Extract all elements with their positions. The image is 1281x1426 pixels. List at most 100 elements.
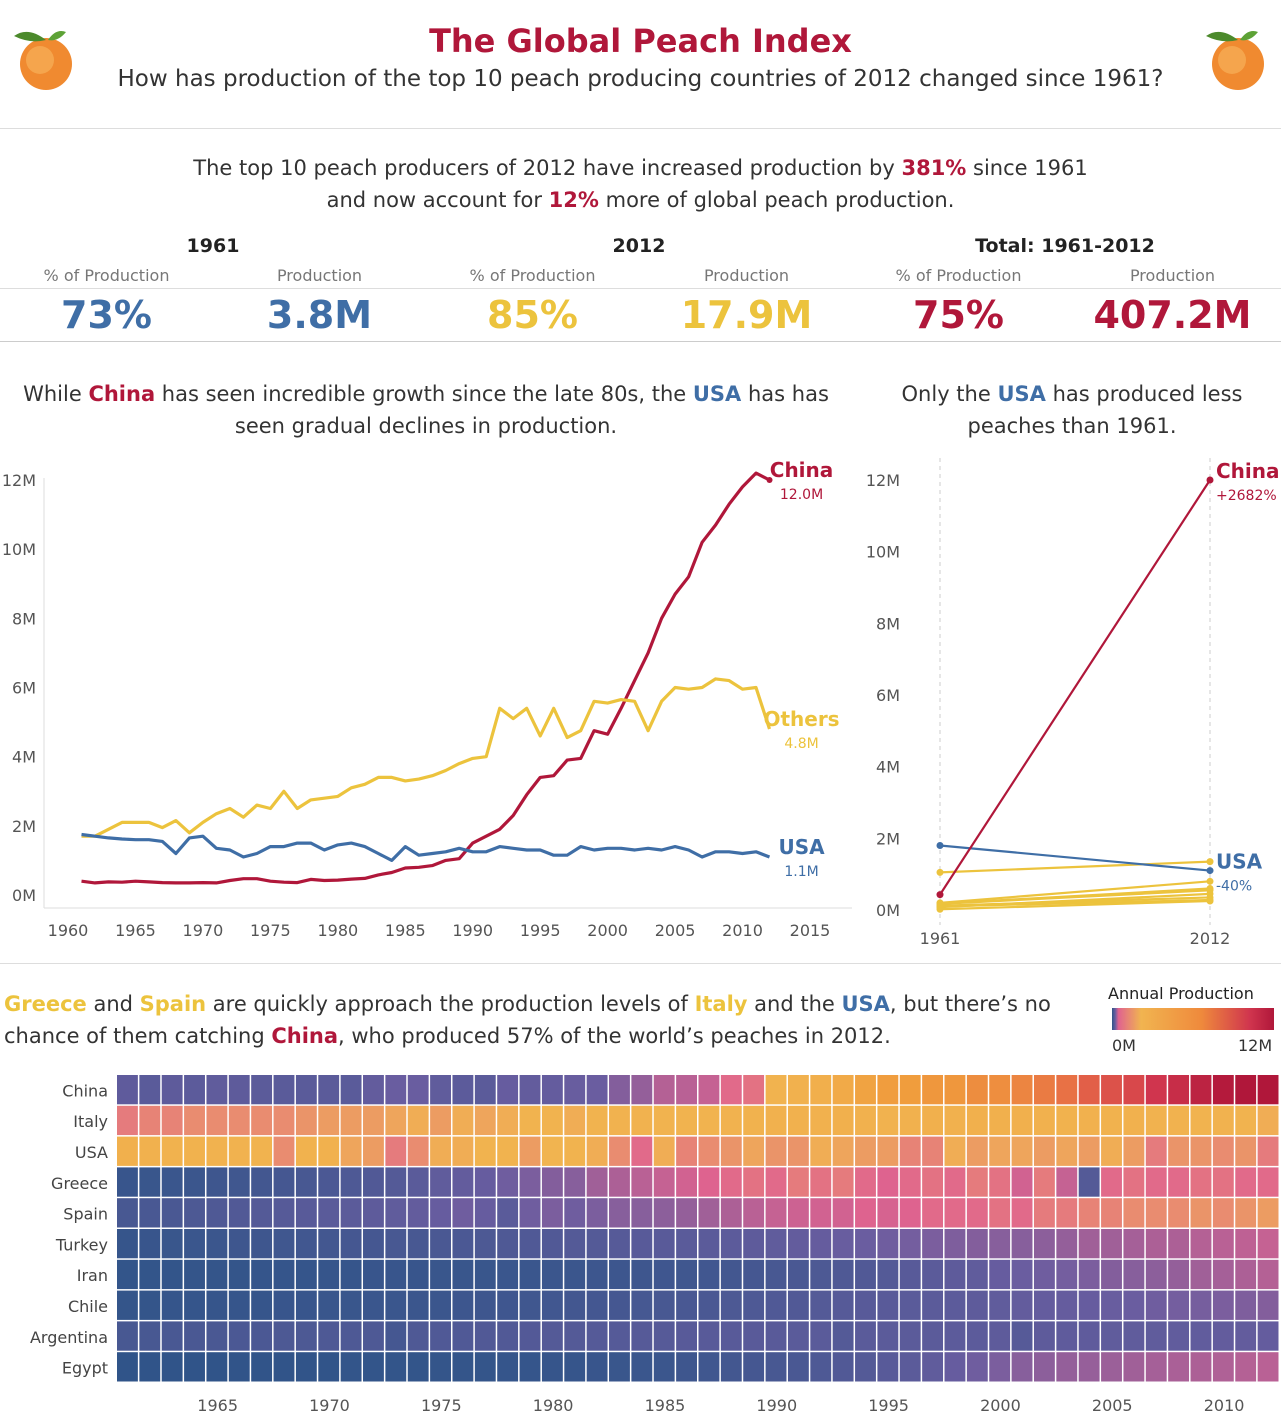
heatmap-cell bbox=[698, 1290, 720, 1320]
heatmap-cell bbox=[497, 1229, 519, 1259]
heatmap-cell bbox=[228, 1352, 250, 1382]
heatmap-cell bbox=[452, 1259, 474, 1290]
heatmap-cell bbox=[1257, 1290, 1279, 1320]
heatmap-cell bbox=[497, 1198, 519, 1228]
heatmap-cell bbox=[1257, 1259, 1279, 1290]
slope-point-usa bbox=[936, 842, 944, 849]
heatmap-cell bbox=[765, 1321, 787, 1351]
heatmap-cell bbox=[385, 1352, 407, 1382]
heatmap-cell bbox=[743, 1321, 765, 1351]
heatmap-cell bbox=[922, 1259, 944, 1290]
heatmap-cell bbox=[139, 1321, 161, 1351]
heatmap-cell bbox=[922, 1075, 944, 1105]
heatmap-cell bbox=[1212, 1105, 1234, 1136]
heatmap-cell bbox=[1235, 1229, 1257, 1259]
heatmap-cell bbox=[1145, 1075, 1167, 1105]
heatmap-cell bbox=[1101, 1198, 1122, 1228]
heatmap-cell bbox=[474, 1321, 496, 1351]
heatmap-cell bbox=[251, 1321, 273, 1351]
heatmap-cell bbox=[206, 1321, 228, 1351]
legend-max: 12M bbox=[1238, 1036, 1273, 1055]
heatmap-cell bbox=[161, 1167, 183, 1197]
heatmap-cell bbox=[609, 1136, 630, 1166]
heatmap-cell bbox=[1078, 1352, 1100, 1382]
kpi-value-total-pct: 75% bbox=[913, 293, 1004, 337]
heatmap-cell bbox=[899, 1352, 921, 1382]
heatmap-cell bbox=[877, 1136, 899, 1166]
heatmap-cell bbox=[676, 1136, 697, 1166]
heatmap-cell bbox=[631, 1136, 653, 1166]
heatmap-cell bbox=[877, 1259, 899, 1290]
heatmap-cell bbox=[832, 1075, 854, 1105]
slope-point-egypt bbox=[1206, 897, 1214, 905]
heatmap-cell bbox=[855, 1167, 876, 1197]
heatmap-cell bbox=[519, 1321, 541, 1351]
divider bbox=[0, 128, 1281, 129]
heatmap-cell bbox=[407, 1105, 429, 1136]
heatmap-cell bbox=[698, 1075, 720, 1105]
heatmap-cell bbox=[1212, 1229, 1234, 1259]
heatmap-cell bbox=[1145, 1259, 1167, 1290]
heatmap-cell bbox=[1056, 1352, 1078, 1382]
heatmap-cell bbox=[385, 1105, 407, 1136]
heatmap-cell bbox=[1168, 1229, 1190, 1259]
heatmap-cell bbox=[1056, 1198, 1078, 1228]
heatmap-cell bbox=[698, 1352, 720, 1382]
heatmap-cell bbox=[653, 1259, 675, 1290]
heatmap-cell bbox=[765, 1198, 787, 1228]
heatmap-cell bbox=[609, 1198, 630, 1228]
heatmap-cell bbox=[698, 1321, 720, 1351]
heatmap-cell bbox=[228, 1105, 250, 1136]
heatmap-cell bbox=[787, 1198, 809, 1228]
heatmap-cell bbox=[1011, 1321, 1033, 1351]
heatmap-cell bbox=[1123, 1321, 1145, 1351]
heatmap-cell bbox=[922, 1167, 944, 1197]
divider bbox=[0, 963, 1281, 964]
heatmap-cell bbox=[340, 1075, 362, 1105]
y-tick-label: 10M bbox=[866, 543, 900, 562]
heatmap-cell bbox=[452, 1321, 474, 1351]
heatmap-cell bbox=[228, 1075, 250, 1105]
slope-point-china bbox=[1206, 476, 1214, 484]
heatmap-cell bbox=[251, 1352, 273, 1382]
heatmap-cell bbox=[452, 1352, 474, 1382]
heatmap-cell bbox=[698, 1136, 720, 1166]
heatmap-cell bbox=[251, 1105, 273, 1136]
heatmap-cell bbox=[989, 1136, 1011, 1166]
heatmap-cell bbox=[1101, 1136, 1122, 1166]
slope-point-italy bbox=[1206, 858, 1214, 866]
heatmap-cell bbox=[407, 1198, 429, 1228]
heatmap-cell bbox=[385, 1167, 407, 1197]
heatmap-cell bbox=[832, 1105, 854, 1136]
kpi-value-2012-pct: 85% bbox=[487, 293, 578, 337]
series-label-others: Others bbox=[763, 707, 839, 731]
heatmap-cell bbox=[832, 1229, 854, 1259]
heatmap-cell bbox=[765, 1290, 787, 1320]
line-chart-caption: While China has seen incredible growth s… bbox=[23, 382, 829, 438]
heatmap-cell bbox=[1101, 1352, 1122, 1382]
heatmap-cell bbox=[810, 1198, 832, 1228]
heatmap-cell bbox=[631, 1167, 653, 1197]
heatmap-cell bbox=[318, 1290, 340, 1320]
heatmap-cell bbox=[1168, 1352, 1190, 1382]
heatmap-cell bbox=[340, 1352, 362, 1382]
heatmap-cell bbox=[541, 1259, 563, 1290]
row-label-egypt: Egypt bbox=[62, 1359, 108, 1378]
heatmap-cell bbox=[765, 1105, 787, 1136]
heatmap-cell bbox=[474, 1136, 496, 1166]
heatmap-cell bbox=[787, 1321, 809, 1351]
y-tick-label: 2M bbox=[876, 829, 900, 848]
heatmap-cell bbox=[1190, 1198, 1212, 1228]
heatmap-cell bbox=[1257, 1105, 1279, 1136]
heatmap-cell bbox=[206, 1259, 228, 1290]
heatmap-cell bbox=[206, 1229, 228, 1259]
heatmap-cell bbox=[385, 1198, 407, 1228]
heatmap-cell bbox=[497, 1290, 519, 1320]
heatmap-cell bbox=[944, 1290, 966, 1320]
heatmap-cell bbox=[1212, 1198, 1234, 1228]
heatmap-cell bbox=[273, 1198, 295, 1228]
heatmap-cell bbox=[899, 1259, 921, 1290]
heatmap-cell bbox=[944, 1167, 966, 1197]
heatmap-cell bbox=[1123, 1290, 1145, 1320]
kpi-label: % of Production bbox=[895, 266, 1022, 285]
